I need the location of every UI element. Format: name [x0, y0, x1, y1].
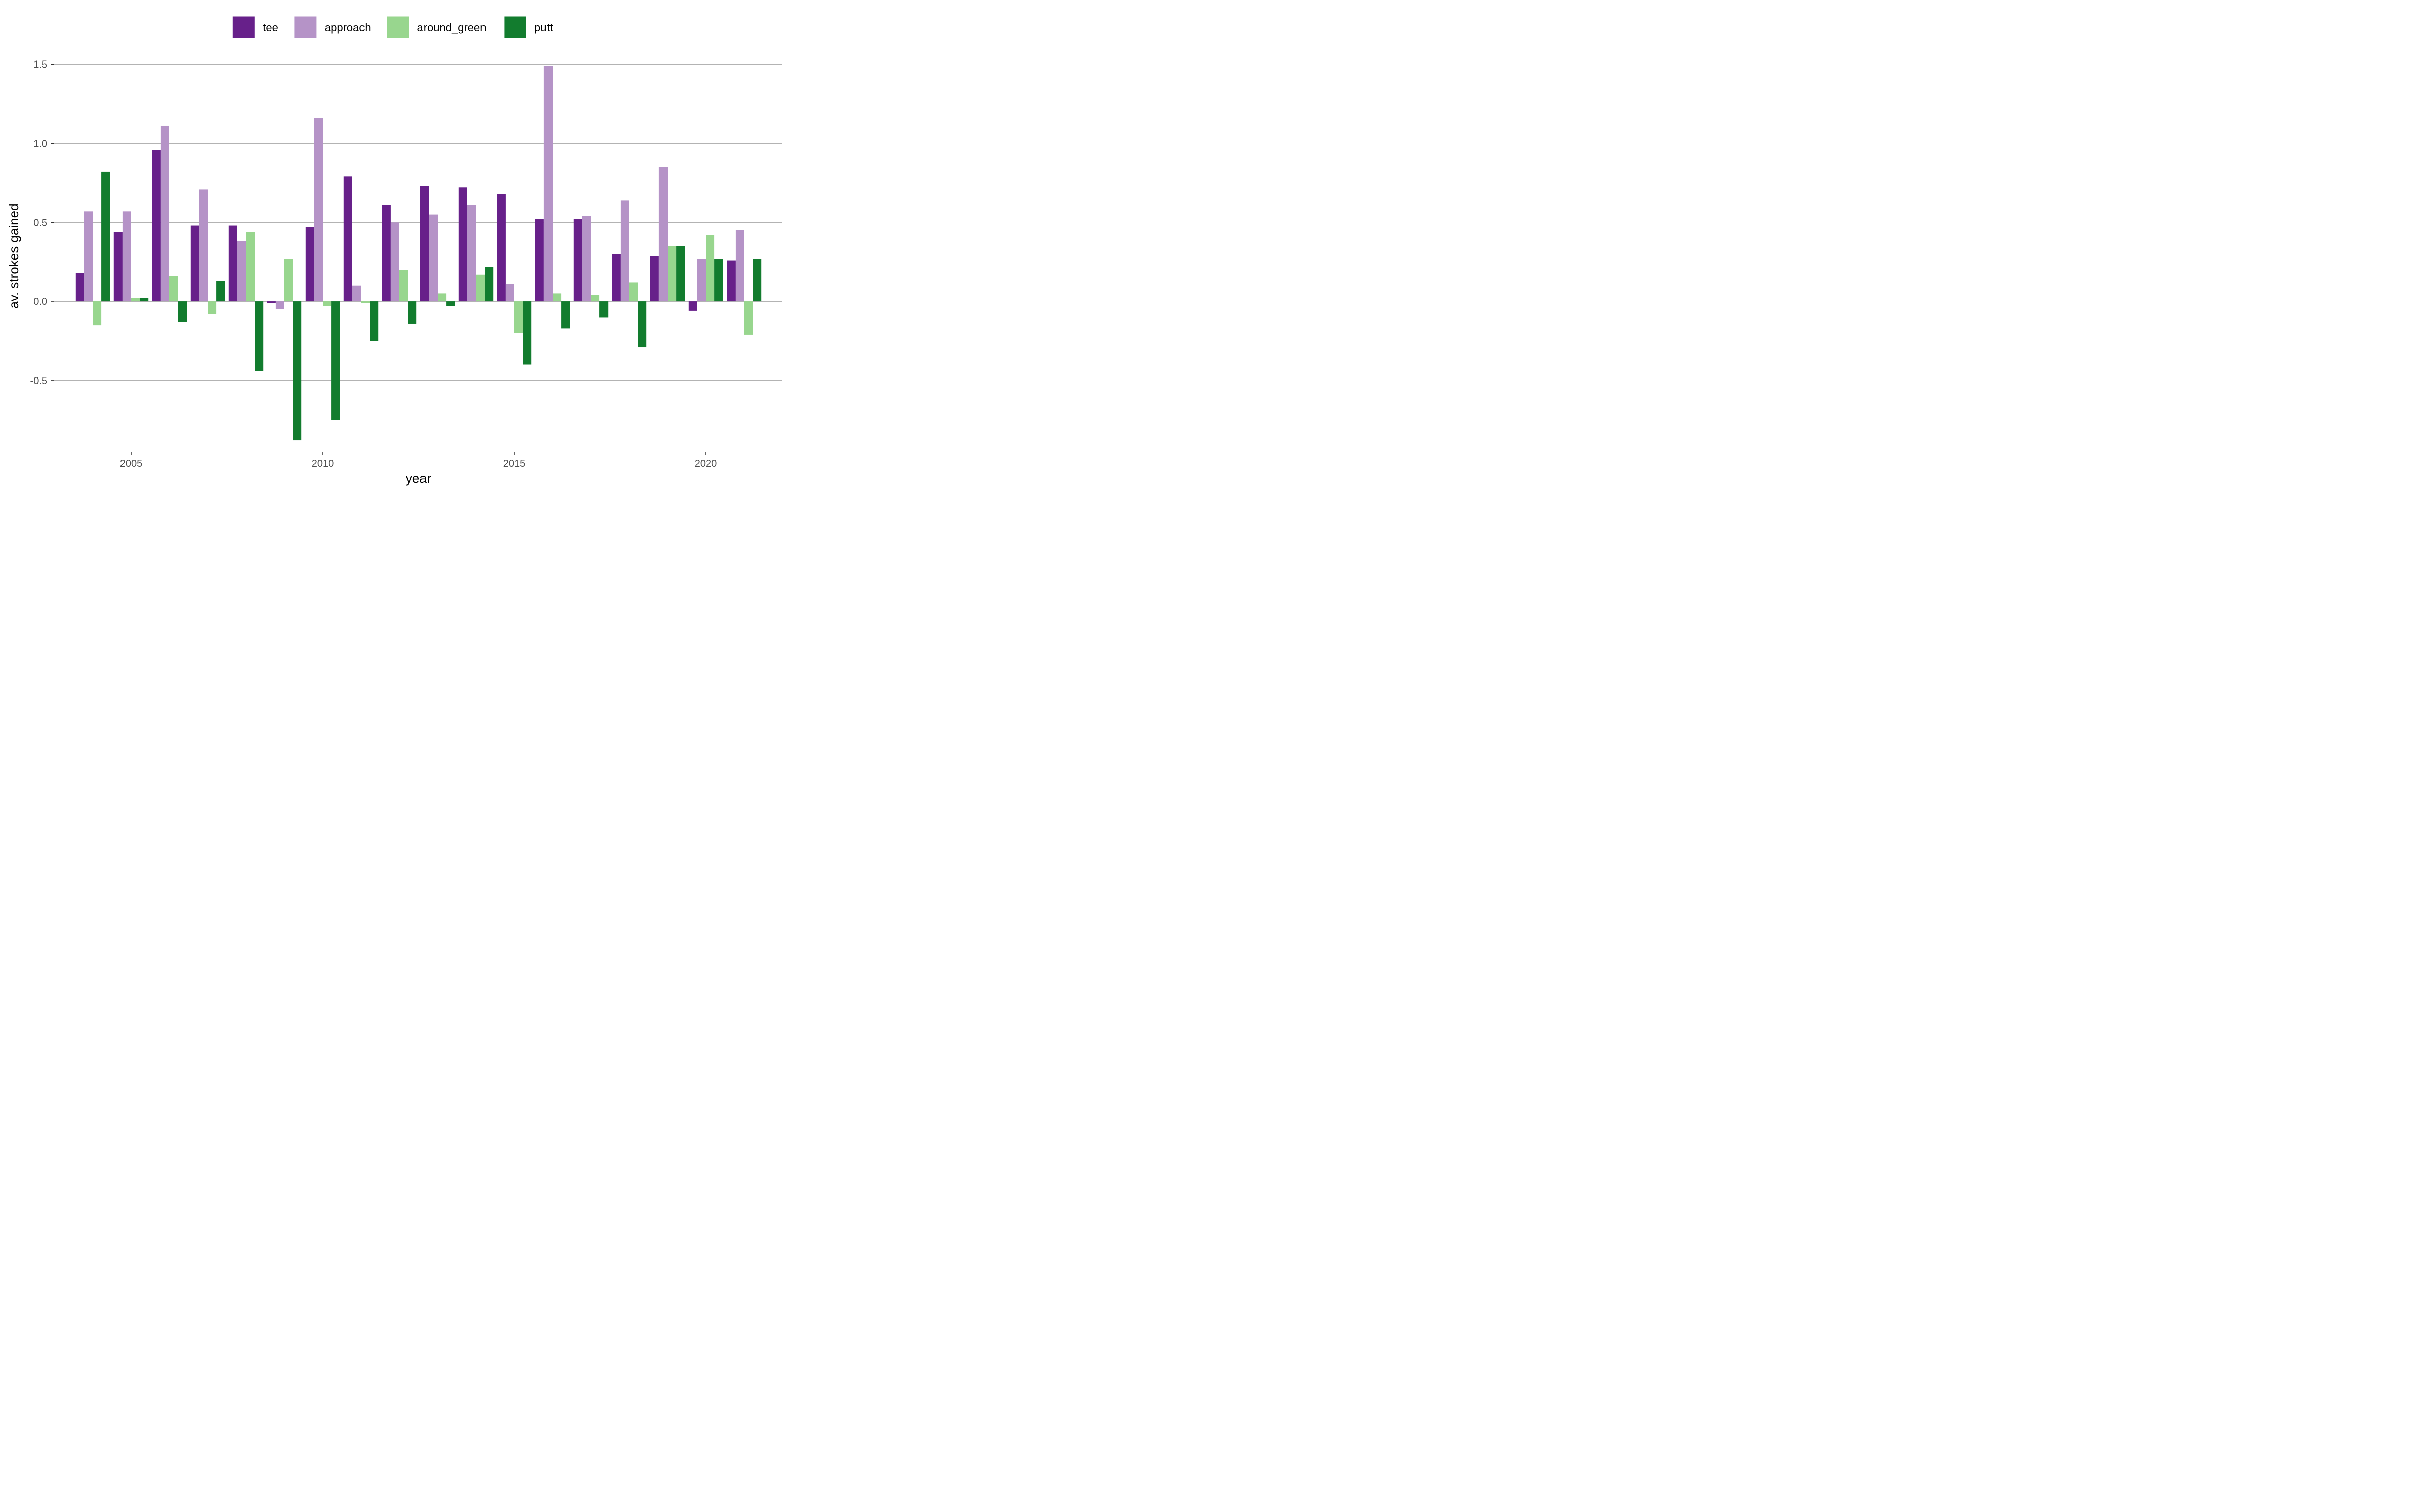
bar-putt-2018: [638, 301, 647, 348]
bar-approach-2006: [160, 125, 169, 302]
bar-approach-2021: [735, 230, 744, 302]
bar-tee-2018: [612, 254, 621, 302]
bar-around_green-2012: [399, 270, 408, 302]
legend-key-approach: [294, 16, 317, 39]
y-tick-label: 0.0: [33, 296, 47, 307]
bar-putt-2008: [255, 301, 264, 371]
legend-key-tee: [232, 16, 255, 39]
bar-tee-2005: [113, 232, 123, 302]
bar-approach-2016: [543, 66, 553, 302]
bar-approach-2011: [352, 285, 361, 302]
bar-putt-2014: [485, 267, 494, 302]
bar-putt-2019: [676, 246, 685, 302]
bar-putt-2005: [140, 298, 149, 302]
bar-approach-2017: [582, 216, 591, 302]
bar-putt-2004: [101, 171, 110, 302]
x-tick-label: 2020: [695, 458, 717, 469]
y-tick-label: 1.5: [33, 59, 47, 71]
bar-putt-2010: [331, 301, 340, 420]
bar-around_green-2007: [208, 301, 217, 314]
bar-putt-2016: [561, 301, 570, 329]
bar-tee-2010: [305, 227, 314, 302]
bar-tee-2015: [497, 194, 506, 302]
bar-tee-2011: [343, 176, 352, 302]
bar-putt-2020: [714, 259, 723, 302]
bar-approach-2007: [199, 189, 208, 302]
bar-putt-2011: [370, 301, 379, 341]
bar-around_green-2021: [744, 301, 753, 335]
bar-around_green-2005: [131, 298, 140, 302]
bar-putt-2015: [523, 301, 532, 365]
bar-putt-2009: [293, 301, 302, 441]
bar-approach-2012: [390, 222, 399, 302]
bar-around_green-2018: [629, 282, 638, 302]
bar-tee-2004: [75, 273, 84, 302]
bar-around_green-2010: [323, 301, 332, 306]
bar-around_green-2019: [668, 246, 677, 302]
legend-key-around_green: [387, 16, 409, 39]
bar-putt-2017: [599, 301, 609, 318]
y-tick-label: 1.0: [33, 138, 47, 149]
x-tick-label: 2005: [120, 458, 143, 469]
bar-approach-2020: [697, 259, 706, 302]
x-axis-title: year: [406, 471, 432, 486]
bar-tee-2017: [573, 219, 582, 302]
legend-key-putt: [504, 16, 527, 39]
bar-putt-2021: [753, 259, 762, 302]
y-axis: -0.5 0.0 0.5 1.0 1.5: [30, 59, 54, 387]
bar-putt-2012: [408, 301, 417, 324]
bar-approach-2014: [467, 205, 476, 302]
bar-around_green-2014: [476, 274, 485, 302]
legend-label-tee: tee: [263, 21, 278, 34]
legend: tee approach around_green putt: [232, 16, 553, 39]
x-axis: 2005 2010 2015 2020: [120, 452, 717, 469]
bar-approach-2009: [275, 301, 284, 309]
chart: tee approach around_green putt -0.5 0.0 0.5 1.…: [6, 16, 782, 486]
bar-approach-2013: [429, 214, 438, 302]
bar-around_green-2006: [169, 276, 178, 302]
bar-around_green-2015: [514, 301, 523, 333]
bar-tee-2009: [267, 301, 276, 303]
bar-around_green-2004: [93, 301, 102, 326]
legend-label-putt: putt: [534, 21, 553, 34]
bar-tee-2013: [420, 186, 429, 302]
bar-tee-2014: [458, 187, 467, 302]
bar-around_green-2009: [284, 259, 293, 302]
y-tick-label: -0.5: [30, 375, 47, 387]
bar-tee-2021: [727, 260, 736, 302]
bar-around_green-2020: [706, 235, 715, 302]
bar-approach-2015: [505, 284, 514, 302]
x-tick-label: 2010: [312, 458, 334, 469]
y-tick-label: 0.5: [33, 217, 47, 228]
bar-putt-2006: [178, 301, 187, 322]
legend-label-approach: approach: [325, 21, 371, 34]
y-axis-title: av. strokes gained: [6, 203, 21, 308]
bar-around_green-2013: [438, 293, 447, 302]
bar-tee-2008: [228, 225, 237, 302]
bar-approach-2005: [122, 211, 131, 302]
bar-tee-2019: [650, 256, 659, 302]
bar-tee-2007: [190, 225, 199, 302]
bar-around_green-2016: [553, 293, 562, 302]
bar-putt-2013: [446, 301, 455, 306]
bar-approach-2019: [658, 167, 668, 302]
bar-tee-2016: [535, 219, 544, 302]
x-tick-label: 2015: [503, 458, 526, 469]
bar-around_green-2008: [246, 232, 255, 302]
bar-approach-2018: [620, 200, 629, 302]
bar-around_green-2017: [591, 295, 600, 302]
bar-tee-2012: [382, 205, 391, 302]
bar-tee-2006: [152, 150, 161, 302]
bar-tee-2020: [688, 301, 697, 311]
bar-approach-2010: [314, 118, 323, 302]
bar-approach-2008: [237, 241, 246, 302]
bar-approach-2004: [84, 211, 93, 302]
legend-label-around_green: around_green: [417, 21, 487, 34]
bars: [75, 66, 762, 441]
bar-putt-2007: [216, 281, 225, 302]
bar-around_green-2011: [361, 301, 370, 303]
